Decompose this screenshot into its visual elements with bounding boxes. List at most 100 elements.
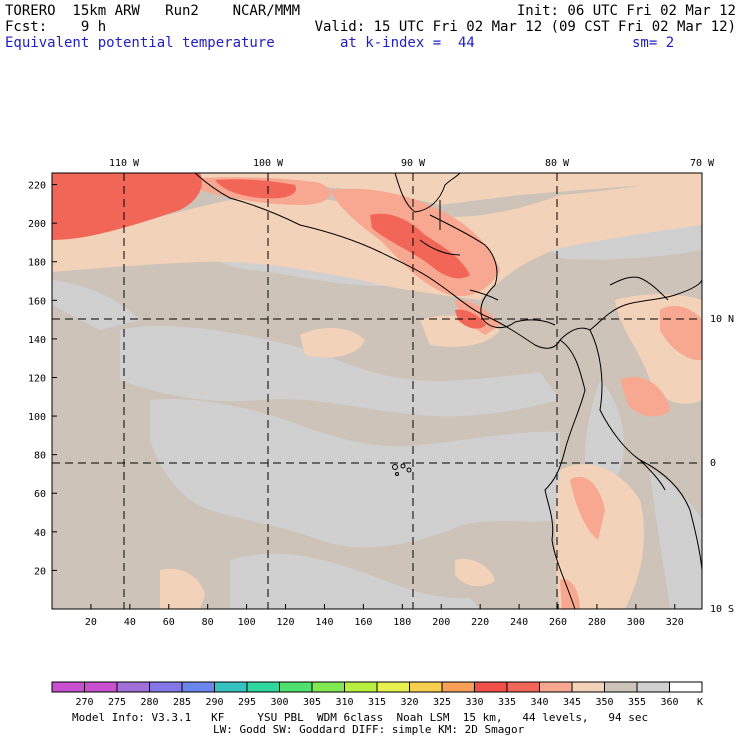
y-tick-label: 80 [34,451,46,462]
lon-label: 100 W [253,158,284,169]
venezuela-coast [609,276,669,301]
lat-label: 10 N [710,314,734,325]
colorbar-swatch [84,681,118,693]
x-tick-label: 260 [549,617,567,628]
x-tick-label: 200 [432,617,450,628]
map-frame [51,172,703,610]
y-tick-label: 160 [28,296,46,307]
swath-grey [150,399,560,548]
colorbar-swatch [51,681,85,693]
y-tick-label: 180 [28,258,46,269]
colorbar-swatch [474,681,508,693]
x-tick-label: 120 [277,617,295,628]
y-tick-label: 20 [34,566,46,577]
border [469,289,499,301]
colorbar-label: 340 [530,697,548,708]
colorbar: 270 275 280 285 290 295 300 305 310 315 320 325 330 3… [51,681,703,708]
colorbar-swatch [149,681,183,693]
smoothing: sm= 2 [632,35,675,51]
colorbar-swatch [669,681,703,693]
colorbar-label: 330 [465,697,483,708]
colorbar-swatch [571,681,605,693]
band-330 [370,213,470,279]
colorbar-swatch [214,681,248,693]
colorbar-swatch [181,681,215,693]
colorbar-swatch [409,681,443,693]
colorbar-swatch [344,681,378,693]
y-tick-label: 220 [28,181,46,192]
colorbar-unit: K [697,697,703,708]
model-info-line1: Model Info: V3.3.1 KF YSU PBL WDM 6class… [72,711,649,724]
colorbar-swatch [506,681,540,693]
lon-label: 70 W [690,158,715,169]
x-tick-label: 280 [588,617,606,628]
x-tick-label: 80 [202,617,214,628]
y-tick-label: 40 [34,528,46,539]
band-335 [570,476,605,540]
colorbar-label: 285 [173,697,191,708]
swath-grey [540,225,702,260]
pacific-coast [194,173,561,349]
sa-west-coast [544,339,586,609]
latlon-grid [52,173,702,609]
y-tick-label: 200 [28,219,46,230]
x-tick-label: 160 [354,617,372,628]
colorbar-label: 310 [335,697,353,708]
colorbar-label: 275 [108,697,126,708]
right-lat-labels: 10 N 0 10 S [710,314,734,615]
valid-time: Valid: 15 UTC Fri 02 Mar 12 (09 CST Fri … [314,19,736,35]
band-340 [300,328,365,358]
band-330 [52,173,202,240]
model-info-line2: LW: Godd SW: Goddard DIFF: simple KM: 2D… [213,723,525,736]
x-tick-label: 60 [163,617,175,628]
colorbar-label: 305 [303,697,321,708]
coastlines [194,173,702,609]
x-tick-label: 40 [124,617,136,628]
andes-border [589,329,702,571]
band-340 [160,568,205,609]
x-tick-label: 300 [627,617,645,628]
caribbean-coast [429,214,556,328]
forecast-hour: Fcst: 9 h [5,19,107,35]
x-tick-label: 140 [315,617,333,628]
lon-label: 80 W [545,158,570,169]
colorbar-label: 295 [238,697,256,708]
y-tick-label: 60 [34,489,46,500]
colorbar-label: 290 [205,697,223,708]
colorbar-swatch [604,681,638,693]
y-tick-label: 120 [28,373,46,384]
colorbar-label: 335 [498,697,516,708]
top-lon-labels: 110 W 100 W 90 W 80 W 70 W [109,158,715,169]
colorbar-label: 300 [270,697,288,708]
x-tick-label: 220 [471,617,489,628]
y-grid-labels: 220 200 180 160 140 120 100 80 60 40 20 [28,181,57,577]
y-tick-label: 100 [28,412,46,423]
colombia-coast [559,279,702,341]
y-tick-label: 140 [28,335,46,346]
galapagos [392,463,412,476]
colorbar-swatch [116,681,150,693]
colorbar-swatch [279,681,313,693]
model-title: TORERO 15km ARW Run2 NCAR/MMM [5,3,301,19]
init-time: Init: 06 UTC Fri 02 Mar 12 [516,3,736,19]
level-index: at k-index = 44 [340,35,475,51]
colorbar-label: 315 [368,697,386,708]
swath-grey [230,553,480,609]
yucatan-coast [394,173,461,213]
colorbar-swatch [311,681,345,693]
swath-grey [120,325,560,417]
colorbar-label: 320 [400,697,418,708]
swath-grey [52,280,140,330]
band-340 [455,558,495,587]
colorbar-swatch [376,681,410,693]
x-grid-labels: 20 40 60 80 100 120 140 160 180 200 220 240 260 280 30… [85,604,684,628]
band-330 [215,179,296,199]
x-tick-label: 320 [666,617,684,628]
colorbar-label: 270 [75,697,93,708]
field-name: Equivalent potential temperature [5,35,275,51]
band-340 [52,178,702,300]
x-tick-label: 240 [510,617,528,628]
colorbar-swatch [636,681,670,693]
lat-label: 10 S [710,604,734,615]
